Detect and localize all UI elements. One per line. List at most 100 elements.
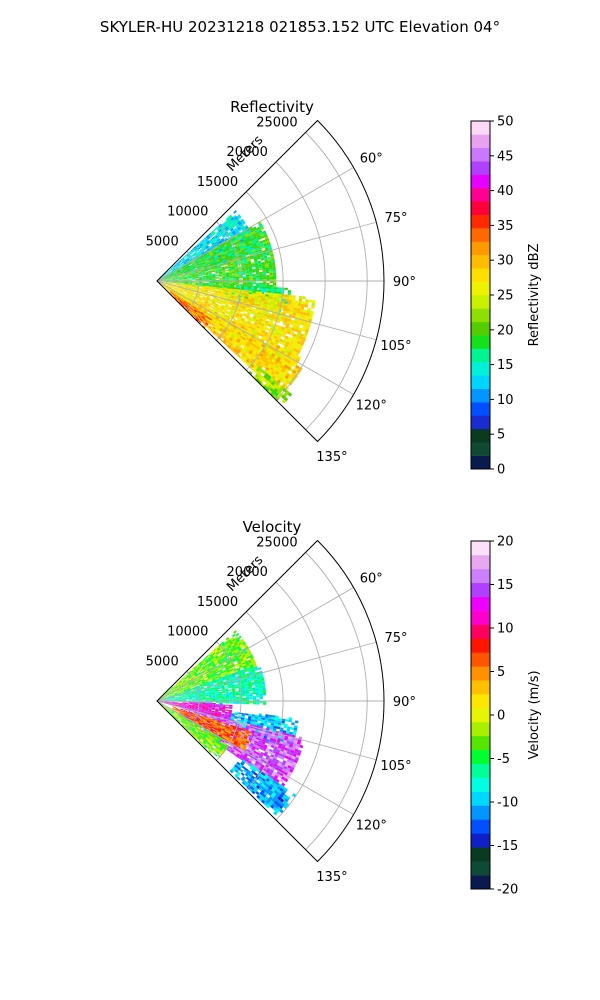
echo-region	[171, 706, 253, 752]
velocity-panel: Velocity 5000 10000 15000 20000 25000 60° 75° 90…	[146, 518, 542, 898]
azimuth-tick-label: 90°	[393, 275, 416, 290]
colorbar-tick-label: 40	[497, 184, 514, 199]
reflectivity-panel: Reflectivity 5000 10000 15000 20000 25000 60° 7…	[146, 98, 542, 478]
colorbar-swatch	[471, 174, 490, 189]
echo-region	[168, 290, 213, 329]
panel-title: Velocity	[243, 518, 302, 536]
colorbar-tick-label: 20	[497, 323, 514, 338]
colorbar-swatch	[471, 335, 490, 349]
colorbar: -20 -15 -10 -5 0 5 10 15 20 Velocity (m/s)	[470, 535, 542, 898]
colorbar-swatch	[471, 680, 490, 695]
colorbar-swatch	[471, 735, 490, 751]
colorbar-swatch	[471, 708, 490, 723]
range-tick-label: 15000	[197, 175, 238, 190]
panel-title: Reflectivity	[230, 98, 314, 116]
azimuth-tick-label: 105°	[380, 759, 411, 774]
azimuth-tick-label: 120°	[356, 819, 387, 834]
colorbar-tick-label: 15	[497, 578, 514, 593]
colorbar-swatch	[471, 721, 490, 737]
colorbar-tick-label: -15	[497, 839, 518, 854]
azimuth-spoke	[156, 587, 354, 702]
colorbar-swatch	[471, 833, 490, 848]
range-tick-label: 15000	[197, 595, 238, 610]
colorbar-tick-label: -5	[497, 752, 510, 767]
echo-region	[229, 759, 297, 816]
azimuth-spoke	[156, 700, 377, 761]
colorbar-swatch	[471, 308, 490, 323]
colorbar-swatch	[471, 161, 490, 175]
colorbar-tick-label: 30	[497, 254, 514, 269]
colorbar-swatch	[471, 402, 490, 416]
colorbar-tick-label: 5	[497, 665, 505, 680]
azimuth-spoke	[156, 641, 377, 702]
colorbar-tick-label: 45	[497, 149, 514, 164]
range-tick-label: 5000	[146, 234, 179, 249]
colorbar-swatch	[471, 568, 490, 584]
range-tick-label: 20000	[227, 565, 268, 580]
colorbar-swatch	[471, 582, 490, 597]
azimuth-spoke	[156, 280, 377, 341]
colorbar-tick-label: 15	[497, 358, 514, 373]
azimuth-tick-label: 75°	[384, 631, 407, 646]
azimuth-tick-label: 60°	[360, 571, 383, 586]
colorbar-swatch	[471, 554, 490, 570]
echo-field	[158, 210, 316, 404]
colorbar-swatch	[471, 321, 490, 336]
colorbar-tick-label: 25	[497, 289, 514, 304]
colorbar-swatch	[471, 819, 490, 834]
colorbar: 0 5 10 15 20 25 30 35 40 45 50 Reflectivity dBZ	[470, 115, 542, 478]
colorbar-swatch	[471, 214, 490, 229]
colorbar-swatch	[471, 428, 490, 443]
colorbar-swatch	[471, 694, 490, 709]
colorbar-swatch	[471, 268, 490, 282]
colorbar-swatch	[471, 121, 490, 135]
colorbar-swatch	[471, 596, 490, 611]
colorbar-swatch	[471, 228, 490, 242]
azimuth-tick-label: 60°	[360, 151, 383, 166]
range-tick-label: 5000	[146, 654, 179, 669]
colorbar-swatch	[471, 455, 490, 470]
colorbar-tick-label: 50	[497, 115, 514, 130]
range-tick-label: 10000	[167, 625, 208, 640]
range-tick-label: 25000	[256, 535, 297, 550]
colorbar-swatch	[471, 638, 490, 653]
colorbar-tick-label: 10	[497, 622, 514, 637]
colorbar-tick-label: 0	[497, 709, 505, 724]
colorbar-swatch	[471, 624, 490, 639]
colorbar-swatch	[471, 541, 490, 556]
colorbar-swatch	[471, 147, 490, 162]
polar-frame	[156, 119, 385, 443]
colorbar-swatch	[471, 791, 490, 806]
colorbar-swatch	[471, 875, 490, 890]
polar-frame	[156, 539, 385, 863]
colorbar-tick-label: -20	[497, 883, 518, 898]
colorbar-swatch	[471, 375, 490, 389]
azimuth-tick-label: 135°	[316, 870, 347, 885]
colorbar-swatch	[471, 295, 490, 309]
colorbar-swatch	[471, 254, 490, 269]
colorbar-tick-label: 10	[497, 393, 514, 408]
figure-title: SKYLER-HU 20231218 021853.152 UTC Elevat…	[100, 18, 500, 36]
colorbar-tick-label: 35	[497, 219, 514, 234]
colorbar-swatch	[471, 749, 490, 765]
azimuth-spoke	[156, 167, 354, 282]
colorbar-swatch	[471, 847, 490, 862]
colorbar-swatch	[471, 666, 490, 681]
colorbar-label: Velocity (m/s)	[527, 670, 542, 759]
azimuth-tick-label: 105°	[380, 339, 411, 354]
colorbar-swatch	[471, 763, 490, 778]
colorbar-swatch	[471, 348, 490, 363]
azimuth-spoke	[156, 700, 354, 815]
range-tick-label: 25000	[256, 115, 297, 130]
colorbar-swatch	[471, 187, 490, 202]
echo-region	[158, 701, 233, 721]
colorbar-swatch	[471, 777, 490, 792]
range-tick-label: 20000	[227, 145, 268, 160]
colorbar-label: Reflectivity dBZ	[527, 244, 542, 347]
colorbar-swatch	[471, 281, 490, 296]
azimuth-spoke	[156, 280, 354, 395]
colorbar-swatch	[471, 805, 490, 820]
colorbar-tick-label: -10	[497, 796, 518, 811]
colorbar-swatch	[471, 134, 490, 149]
